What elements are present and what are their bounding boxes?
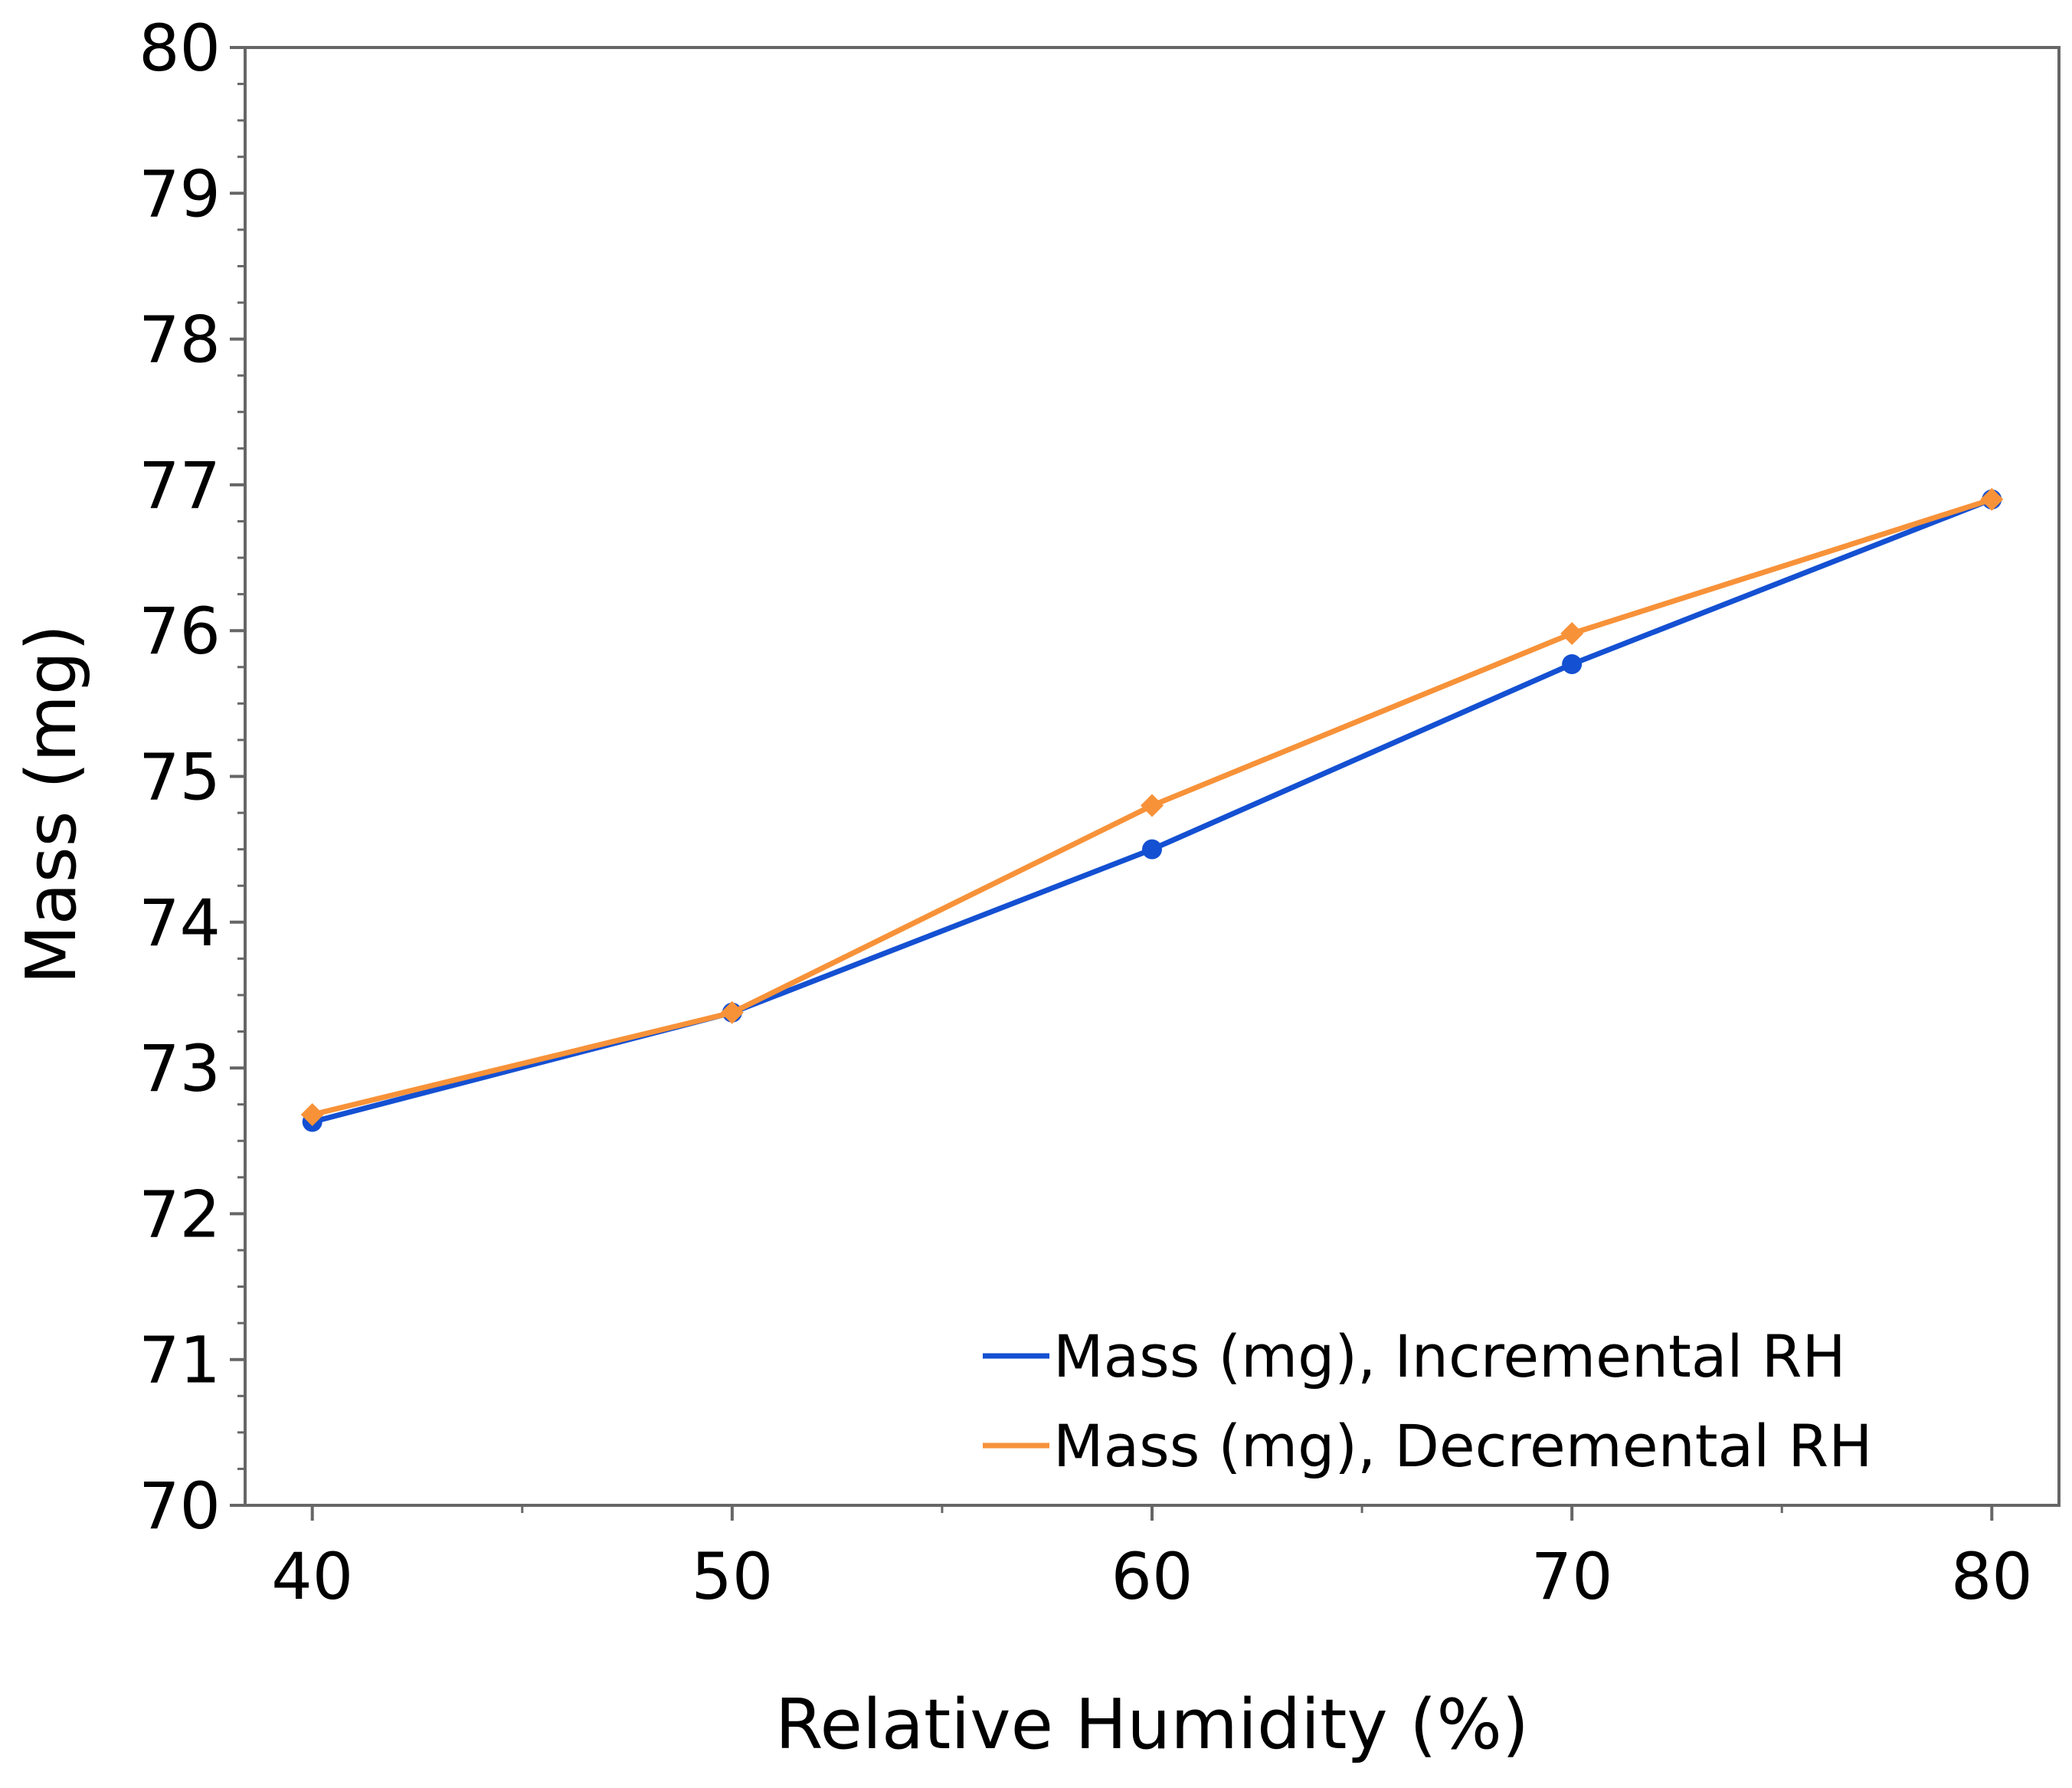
y-tick-label: 80 xyxy=(139,11,221,86)
x-tick-label: 80 xyxy=(1951,1539,2033,1614)
y-tick-label: 76 xyxy=(139,594,221,669)
plot-area xyxy=(244,46,2061,1507)
data-point-mass-mg-decremental-rh xyxy=(1560,622,1584,646)
data-point-mass-mg-decremental-rh xyxy=(1141,794,1164,817)
y-tick-label: 70 xyxy=(139,1469,221,1544)
y-tick-label: 79 xyxy=(139,156,221,231)
data-point-mass-mg-decremental-rh xyxy=(720,1000,744,1024)
x-tick-label: 60 xyxy=(1111,1539,1193,1614)
y-axis: 70 71 72 73 74 75 76 77 78 79 80 xyxy=(139,11,245,1544)
y-axis-title: Mass (mg) xyxy=(11,624,92,984)
x-axis: 40 50 60 70 80 xyxy=(271,1505,2033,1614)
y-tick-label: 72 xyxy=(139,1177,221,1252)
y-tick-label: 73 xyxy=(139,1031,221,1106)
x-tick-label: 40 xyxy=(271,1539,353,1614)
y-tick-label: 77 xyxy=(139,448,221,523)
data-point-mass-mg-decremental-rh xyxy=(300,1102,324,1126)
data-point-mass-mg-incremental-rh xyxy=(1142,839,1162,860)
series-layer xyxy=(300,487,2004,1132)
y-tick-label: 71 xyxy=(139,1323,221,1398)
y-tick-label: 75 xyxy=(139,740,221,815)
legend: Mass (mg), Incremental RH Mass (mg), Decr… xyxy=(983,1322,1872,1480)
data-point-mass-mg-incremental-rh xyxy=(1562,653,1583,674)
data-point-mass-mg-decremental-rh xyxy=(1980,487,2004,511)
legend-label: Mass (mg), Decremental RH xyxy=(1053,1412,1872,1480)
y-tick-label: 74 xyxy=(139,886,221,961)
x-axis-title: Relative Humidity (%) xyxy=(775,1685,1529,1765)
x-tick-label: 50 xyxy=(691,1539,773,1614)
x-tick-label: 70 xyxy=(1531,1539,1613,1614)
legend-label: Mass (mg), Incremental RH xyxy=(1053,1322,1846,1390)
y-tick-label: 78 xyxy=(139,303,221,378)
